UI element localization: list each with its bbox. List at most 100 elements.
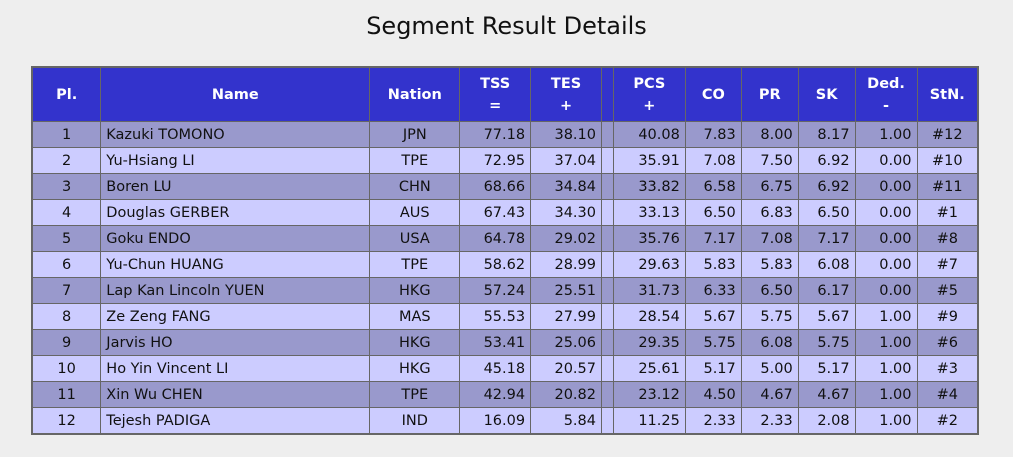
cell: #10 <box>916 147 979 174</box>
cell: 7.17 <box>797 225 856 252</box>
cell: 1.00 <box>854 381 918 408</box>
column-label: TES <box>550 75 582 92</box>
cell: HKG <box>369 277 461 304</box>
column-header: Nation <box>369 66 461 122</box>
cell: #6 <box>916 329 979 356</box>
cell: Goku ENDO <box>100 225 371 252</box>
result-row: 10 Ho Yin Vincent LI HKG 45.18 20.57 25.61 5.1… <box>31 355 979 382</box>
cell: 8.17 <box>797 121 856 148</box>
column-operator: = <box>489 97 502 114</box>
cell: Tejesh PADIGA <box>100 407 371 435</box>
spacer-cell <box>601 225 614 252</box>
cell: 42.94 <box>459 381 532 408</box>
cell: 16.09 <box>459 407 532 435</box>
spacer-cell <box>601 303 614 330</box>
cell: MAS <box>369 303 461 330</box>
cell: 72.95 <box>459 147 532 174</box>
cell: 0.00 <box>854 147 918 174</box>
spacer-cell <box>601 199 614 226</box>
cell: 68.66 <box>459 173 532 200</box>
column-header: PCS + <box>612 66 686 122</box>
cell: #3 <box>916 355 979 382</box>
cell: 45.18 <box>459 355 532 382</box>
cell: TPE <box>369 147 461 174</box>
cell: USA <box>369 225 461 252</box>
cell: 77.18 <box>459 121 532 148</box>
cell: 5.75 <box>684 329 742 356</box>
cell: Ze Zeng FANG <box>100 303 371 330</box>
cell: 25.51 <box>530 277 602 304</box>
cell: 0.00 <box>854 251 918 278</box>
cell: 8.00 <box>740 121 799 148</box>
cell: Lap Kan Lincoln YUEN <box>100 277 371 304</box>
cell: 53.41 <box>459 329 532 356</box>
spacer-cell <box>601 173 614 200</box>
cell: AUS <box>369 199 461 226</box>
column-header: CO <box>684 66 742 122</box>
column-header: Name <box>100 66 371 122</box>
cell: Boren LU <box>100 173 371 200</box>
cell: 6.50 <box>684 199 742 226</box>
column-header: TSS = <box>459 66 532 122</box>
cell: 7 <box>31 277 102 304</box>
spacer-cell <box>601 147 614 174</box>
cell: 8 <box>31 303 102 330</box>
cell: JPN <box>369 121 461 148</box>
cell: 29.63 <box>612 251 686 278</box>
cell: 1.00 <box>854 407 918 435</box>
cell: 6.33 <box>684 277 742 304</box>
cell: 6.17 <box>797 277 856 304</box>
cell: 29.02 <box>530 225 602 252</box>
spacer-cell <box>601 251 614 278</box>
cell: 0.00 <box>854 173 918 200</box>
cell: 37.04 <box>530 147 602 174</box>
cell: 64.78 <box>459 225 532 252</box>
column-label: Ded. <box>867 75 905 92</box>
column-label: CO <box>701 86 725 103</box>
page-title: Segment Result Details <box>366 12 647 40</box>
cell: #4 <box>916 381 979 408</box>
cell: 7.17 <box>684 225 742 252</box>
cell: 4 <box>31 199 102 226</box>
cell: HKG <box>369 329 461 356</box>
spacer-cell <box>601 277 614 304</box>
cell: 5.17 <box>797 355 856 382</box>
cell: 6.50 <box>740 277 799 304</box>
column-operator: - <box>883 97 890 114</box>
cell: 38.10 <box>530 121 602 148</box>
cell: 1 <box>31 121 102 148</box>
result-row: 11 Xin Wu CHEN TPE 42.94 20.82 23.12 4.50 4.67 4… <box>31 381 979 408</box>
cell: 11 <box>31 381 102 408</box>
cell: Yu-Chun HUANG <box>100 251 371 278</box>
column-header: SK <box>797 66 856 122</box>
column-header: Pl. <box>31 66 102 122</box>
column-operator: + <box>643 97 656 114</box>
cell: Kazuki TOMONO <box>100 121 371 148</box>
cell: CHN <box>369 173 461 200</box>
column-label: Nation <box>387 86 442 103</box>
cell: #8 <box>916 225 979 252</box>
cell: Xin Wu CHEN <box>100 381 371 408</box>
cell: 34.30 <box>530 199 602 226</box>
cell: Ho Yin Vincent LI <box>100 355 371 382</box>
column-header: TES + <box>530 66 602 122</box>
cell: 1.00 <box>854 121 918 148</box>
cell: 1.00 <box>854 303 918 330</box>
column-label: Name <box>211 86 259 103</box>
cell: 4.50 <box>684 381 742 408</box>
result-row: 9 Jarvis HO HKG 53.41 25.06 29.35 5.75 6.08 5.75… <box>31 329 979 356</box>
cell: Jarvis HO <box>100 329 371 356</box>
column-label: Pl. <box>56 86 78 103</box>
cell: 20.57 <box>530 355 602 382</box>
cell: #2 <box>916 407 979 435</box>
cell: 28.54 <box>612 303 686 330</box>
cell: 25.06 <box>530 329 602 356</box>
cell: 5.83 <box>740 251 799 278</box>
cell: 7.83 <box>684 121 742 148</box>
column-header: StN. <box>916 66 979 122</box>
cell: 6 <box>31 251 102 278</box>
cell: 0.00 <box>854 225 918 252</box>
result-row: 3 Boren LU CHN 68.66 34.84 33.82 6.58 6.75 6.92 0… <box>31 173 979 200</box>
header-row: Pl. Name Nation TSS = TES + PCS + CO PR SK Ded. - StN. <box>31 66 979 122</box>
